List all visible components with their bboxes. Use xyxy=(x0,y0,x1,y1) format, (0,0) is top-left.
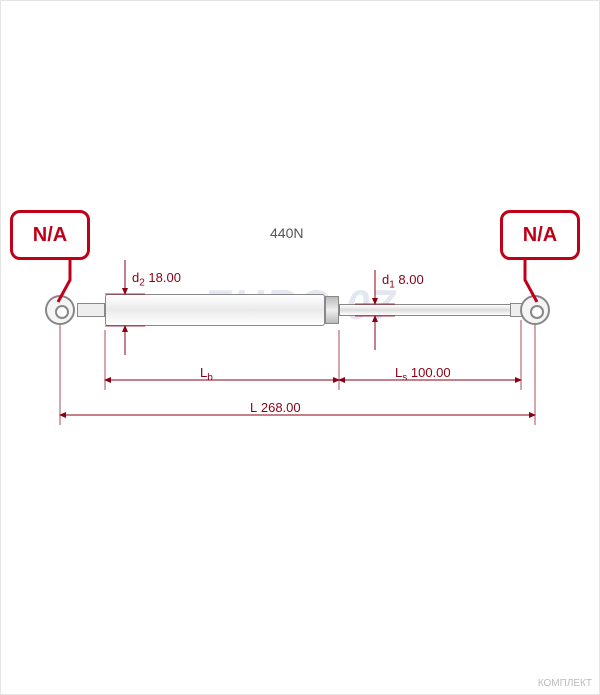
eye-end-right xyxy=(520,295,550,325)
dim-d2: d2 18.00 xyxy=(132,270,181,289)
cylinder-body xyxy=(105,294,325,326)
eye-end-left xyxy=(45,295,75,325)
callout-left: N/A xyxy=(10,210,90,260)
piston-rod xyxy=(339,304,521,316)
dim-Ls: Ls 100.00 xyxy=(395,365,451,384)
cylinder-cap xyxy=(325,296,339,324)
callout-left-text: N/A xyxy=(33,224,67,247)
dim-L: L 268.00 xyxy=(250,400,301,419)
diagram-canvas: EURO 07 440N N/A N/A xyxy=(0,180,600,460)
dim-Lb: Lb xyxy=(200,365,213,384)
callout-right: N/A xyxy=(500,210,580,260)
connector-left xyxy=(77,303,105,317)
dim-d1: d1 8.00 xyxy=(382,272,424,291)
callout-right-text: N/A xyxy=(523,224,557,247)
corner-watermark: КОМПЛЕКТ xyxy=(538,678,592,689)
force-label: 440N xyxy=(270,225,303,241)
